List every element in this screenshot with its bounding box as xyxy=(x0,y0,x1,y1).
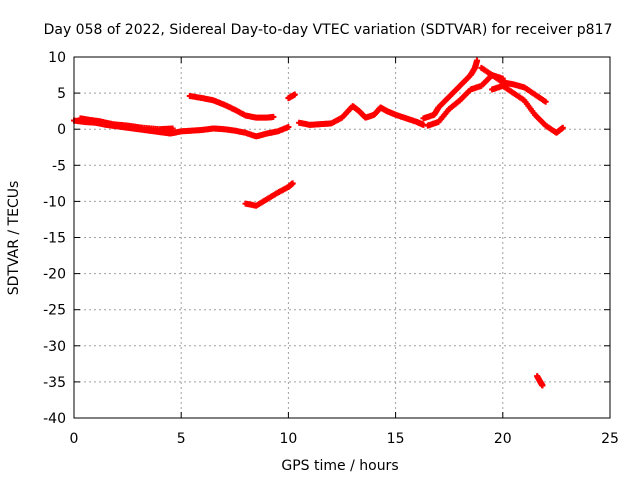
chart-title: Day 058 of 2022, Sidereal Day-to-day VTE… xyxy=(44,22,613,38)
series-lower-arc xyxy=(242,180,296,209)
data-point xyxy=(559,124,566,131)
plot-frame xyxy=(73,56,611,419)
x-tick-label: 5 xyxy=(177,431,186,447)
series-descent-track xyxy=(489,82,566,136)
data-point xyxy=(542,98,549,105)
y-tick-label: -15 xyxy=(43,231,66,247)
series-rise-track xyxy=(420,57,481,122)
series-upper-arc xyxy=(186,92,277,121)
y-tick-label: -25 xyxy=(43,303,66,319)
y-axis-label: SDTVAR / TECUs xyxy=(6,181,22,296)
y-tick-label: -10 xyxy=(43,194,66,210)
data-point xyxy=(291,91,298,98)
x-tick-label: 15 xyxy=(387,431,405,447)
data-point xyxy=(539,382,546,389)
y-tick-label: -5 xyxy=(52,158,66,174)
series-peak-track xyxy=(478,64,549,105)
y-tick-label: 10 xyxy=(48,50,66,66)
y-tick-label: -40 xyxy=(43,411,66,427)
y-axis-ticks: 10 5 0 -5 -10 -15 -20 -25 -30 -35 -40 xyxy=(43,50,610,427)
data-point xyxy=(285,124,292,131)
x-tick-label: 20 xyxy=(494,431,512,447)
y-tick-label: -30 xyxy=(43,339,66,355)
y-tick-label: 0 xyxy=(57,122,66,138)
x-tick-label: 25 xyxy=(601,431,619,447)
x-tick-label: 10 xyxy=(279,431,297,447)
y-tick-label: 5 xyxy=(57,86,66,102)
y-tick-label: -20 xyxy=(43,267,66,283)
x-tick-label: 0 xyxy=(70,431,79,447)
data-point xyxy=(474,57,481,64)
data-series xyxy=(71,57,566,389)
series-outlier xyxy=(534,373,546,389)
series-mid-track xyxy=(296,103,427,128)
x-axis-label: GPS time / hours xyxy=(281,458,398,474)
y-tick-label: -35 xyxy=(43,375,66,391)
data-point xyxy=(169,125,176,132)
series-main-track-2 xyxy=(77,115,176,133)
data-point xyxy=(289,180,296,187)
data-point xyxy=(270,113,277,120)
series-short-arc xyxy=(285,91,298,102)
